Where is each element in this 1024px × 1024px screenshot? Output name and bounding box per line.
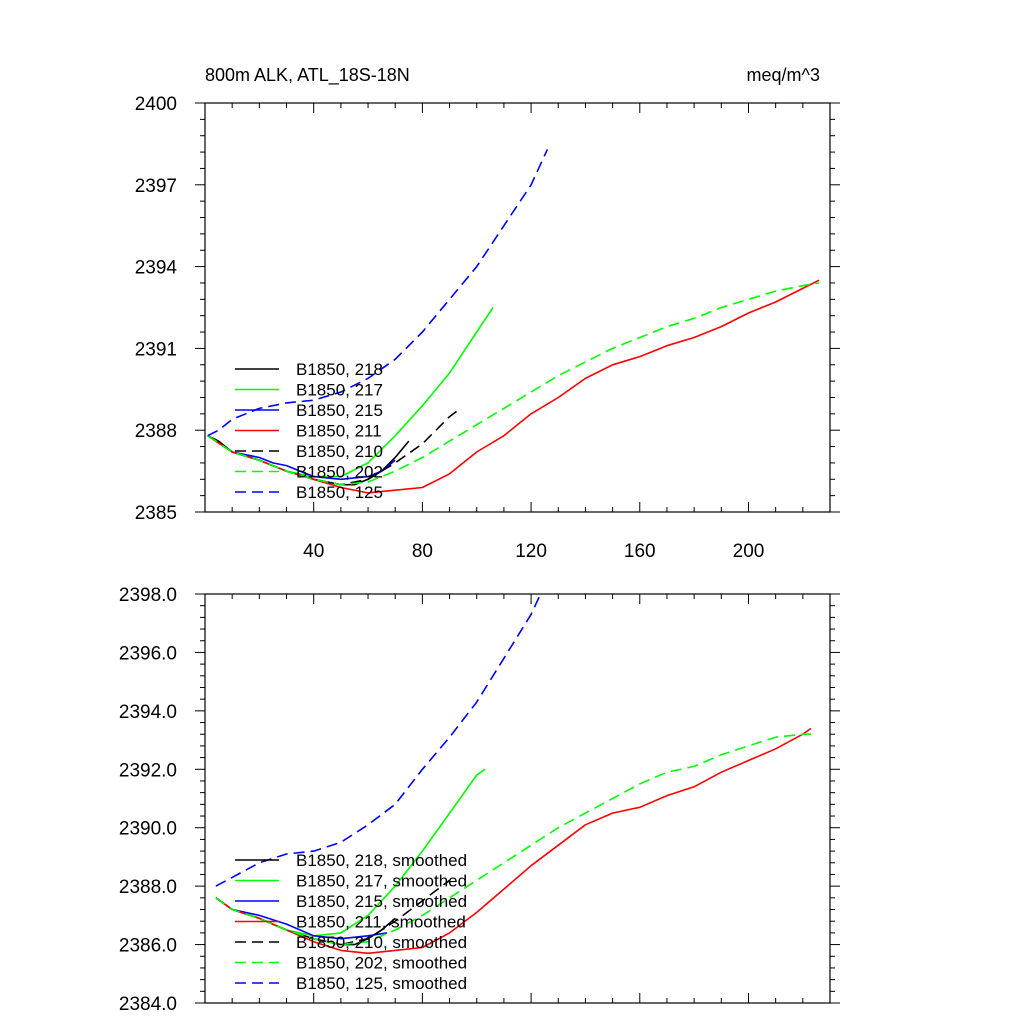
y-tick-label: 2390.0 [119, 819, 177, 840]
y-tick-label: 2394.0 [119, 702, 177, 723]
legend-label: B1850, 218, smoothed [296, 851, 467, 870]
series-line-b1850-125-smoothed [215, 596, 540, 887]
legend-label: B1850, 215, smoothed [296, 892, 467, 911]
legend-label: B1850, 125 [296, 483, 383, 502]
x-tick-label: 160 [624, 541, 656, 562]
y-tick-label: 2385 [135, 503, 177, 524]
y-tick-label: 2388.0 [119, 877, 177, 898]
y-tick-label: 2397 [135, 176, 177, 197]
legend-label: B1850, 217, smoothed [296, 872, 467, 891]
legend-label: B1850, 202 [296, 463, 383, 482]
y-tick-label: 2388 [135, 421, 177, 442]
y-tick-label: 2394 [135, 258, 178, 279]
series-line-b1850-202 [207, 282, 820, 486]
panel1-units: meq/m^3 [747, 65, 820, 85]
plot-frame [204, 102, 831, 513]
x-tick-label: 200 [733, 541, 765, 562]
y-tick-label: 2396.0 [119, 643, 177, 664]
legend-label: B1850, 211 [296, 422, 382, 441]
series-line-b1850-202-smoothed [215, 733, 811, 946]
legend-label: B1850, 217 [296, 381, 383, 400]
y-tick-label: 2384.0 [119, 994, 177, 1015]
legend-label: B1850, 218 [296, 360, 383, 379]
y-tick-label: 2386.0 [119, 936, 177, 957]
plot-frame [204, 593, 831, 1004]
series-line-b1850-215 [207, 435, 396, 481]
legend-label: B1850, 202, smoothed [296, 954, 467, 973]
legend-label: B1850, 211, smoothed [296, 913, 466, 932]
panel1-title: 800m ALK, ATL_18S-18N [205, 65, 410, 86]
series-line-b1850-125 [207, 149, 549, 437]
x-tick-label: 120 [515, 541, 547, 562]
y-tick-label: 2391 [135, 339, 177, 360]
panel-top: 40 80 120 160 200 2385 2388 2391 2394 2397 2400 B18… [135, 94, 840, 562]
x-tick-label: 80 [412, 541, 433, 562]
y-tick-label: 2400 [135, 94, 177, 115]
legend-label: B1850, 210 [296, 442, 383, 461]
x-tick-label: 40 [303, 541, 324, 562]
y-tick-label: 2392.0 [119, 760, 177, 781]
legend-label: B1850, 210, smoothed [296, 933, 467, 952]
panel-bottom: 2384.0 2386.0 2388.0 2390.0 2392.0 2394.0 2396… [119, 585, 840, 1015]
legend-label: B1850, 125, smoothed [296, 974, 467, 993]
legend-label: B1850, 215 [296, 401, 383, 420]
y-tick-label: 2398.0 [119, 585, 177, 606]
series-line-b1850-211-smoothed [215, 727, 812, 955]
